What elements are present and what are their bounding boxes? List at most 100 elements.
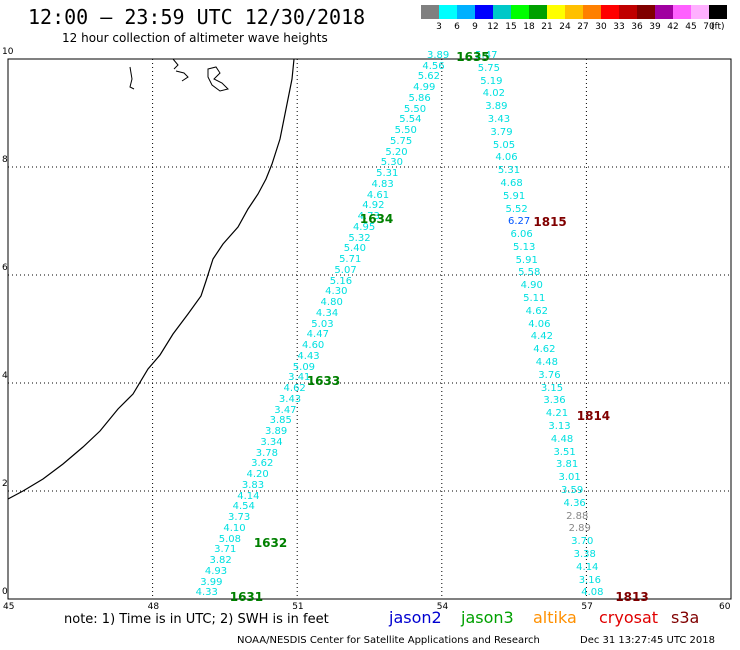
wave-height-value: 5.91 xyxy=(515,254,538,266)
map-canvas xyxy=(7,58,732,600)
pass-label: 1633 xyxy=(306,374,341,388)
wave-height-value: 4.30 xyxy=(325,286,348,298)
wave-height-value: 2.89 xyxy=(568,523,591,535)
wave-height-value: 5.32 xyxy=(348,232,371,244)
wave-height-value: 3.34 xyxy=(260,436,283,448)
colorbar-label: 9 xyxy=(472,22,478,32)
wave-height-value: 4.14 xyxy=(576,561,599,573)
colorbar-swatch xyxy=(457,5,475,19)
wave-height-value: 5.86 xyxy=(408,92,431,104)
wave-height-value: 5.52 xyxy=(505,203,528,215)
wave-height-value: 4.90 xyxy=(520,280,543,292)
colorbar-label: 18 xyxy=(523,22,535,32)
wave-height-value: 3.59 xyxy=(561,484,584,496)
wave-height-value: 3.71 xyxy=(214,544,237,556)
colorbar-swatch xyxy=(493,5,511,19)
colorbar-label: 27 xyxy=(577,22,589,32)
wave-height-value: 4.95 xyxy=(352,221,376,233)
wave-height-value: 5.75 xyxy=(389,135,413,147)
y-tick-label: 8 xyxy=(2,155,8,165)
wave-height-value: 4.43 xyxy=(297,350,320,362)
wave-height-value: 4.08 xyxy=(581,587,604,599)
wave-height-value: 4.33 xyxy=(195,587,218,599)
x-tick-label: 45 xyxy=(3,602,15,612)
pass-label: 1634 xyxy=(359,212,394,226)
wave-height-value: 3.13 xyxy=(548,420,571,432)
wave-height-value: 5.07 xyxy=(334,264,357,276)
wave-height-value: 4.80 xyxy=(320,297,343,309)
wave-height-value: 5.03 xyxy=(311,318,334,330)
y-tick-label: 10 xyxy=(2,47,14,57)
wave-height-value: 4.93 xyxy=(204,565,228,577)
colorbar-label: 42 xyxy=(667,22,679,32)
credit-line: NOAA/NESDIS Center for Satellite Applica… xyxy=(237,635,540,646)
wave-height-value: 3.78 xyxy=(255,447,279,459)
pass-label: 1632 xyxy=(253,536,288,550)
pass-label: 1815 xyxy=(533,214,567,229)
footer-note: note: 1) Time is in UTC; 2) SWH is in fe… xyxy=(64,612,329,627)
y-tick-label: 0 xyxy=(2,587,8,597)
wave-height-value: 3.83 xyxy=(241,479,265,491)
wave-height-value: 3.89 xyxy=(426,50,450,61)
wave-height-value: 5.54 xyxy=(399,114,422,126)
wave-height-value: 3.15 xyxy=(540,382,564,394)
colorbar-swatch xyxy=(691,5,709,19)
wave-height-value: 5.71 xyxy=(339,254,362,266)
colorbar-swatch xyxy=(655,5,673,19)
wave-height-value: 6.06 xyxy=(510,229,533,241)
wave-height-value: 3.79 xyxy=(490,126,513,138)
x-tick-label: 57 xyxy=(581,602,593,612)
wave-height-value: 5.30 xyxy=(380,157,403,169)
colorbar-swatch xyxy=(637,5,655,19)
page-title: 12:00 – 23:59 UTC 12/30/2018 xyxy=(28,5,366,29)
wave-height-value: 3.01 xyxy=(558,472,581,484)
wave-height-value: 4.92 xyxy=(362,200,385,212)
x-tick-label: 60 xyxy=(719,602,731,612)
wave-height-value: 5.62 xyxy=(417,71,440,83)
wave-height-value: 3.89 xyxy=(265,426,288,438)
wave-height-value: 5.91 xyxy=(502,190,526,202)
coastline xyxy=(7,58,295,500)
wave-height-value: 3.82 xyxy=(209,555,232,567)
colorbar-label: 30 xyxy=(595,22,607,32)
wave-height-value: 5.11 xyxy=(523,293,546,305)
wave-height-value: 4.62 xyxy=(533,344,556,356)
colorbar-swatch xyxy=(511,5,529,19)
wave-height-value: 2.88 xyxy=(566,510,589,522)
wave-height-value: 3.62 xyxy=(251,458,274,470)
wave-height-value: 6.27 xyxy=(508,216,531,228)
pass-label: 1631 xyxy=(229,590,264,604)
satellite-jason2: jason2 xyxy=(389,608,442,627)
x-tick-label: 48 xyxy=(147,602,160,612)
wave-height-value: 4.56 xyxy=(422,60,445,72)
colorbar-label: 33 xyxy=(613,22,625,32)
wave-height-value: 4.54 xyxy=(232,501,255,513)
wave-height-value: 3.36 xyxy=(543,395,566,407)
wave-height-value: 4.48 xyxy=(535,357,559,369)
colorbar-label: 70 xyxy=(703,22,715,32)
wave-height-value: 5.13 xyxy=(513,241,536,253)
map-plot: 45 48 51 54 57 60 0 2 4 6 8 10 4.33 3.99 4.93 3.82 3.71 5… xyxy=(2,47,732,612)
y-tick-label: 6 xyxy=(2,263,8,273)
colorbar-swatch xyxy=(547,5,565,19)
wave-height-value: 4.36 xyxy=(563,497,586,509)
colorbar-swatch xyxy=(709,5,727,19)
colorbar-swatch xyxy=(439,5,457,19)
wave-height-value: 4.62 xyxy=(283,383,306,395)
wave-height-value: 5.09 xyxy=(292,361,316,373)
wave-height-value: 5.16 xyxy=(329,275,353,287)
wave-height-value: 4.83 xyxy=(371,178,394,190)
wave-height-value: 4.02 xyxy=(482,88,506,100)
wave-height-value: 4.21 xyxy=(545,408,569,420)
colorbar-swatch xyxy=(583,5,601,19)
page-subtitle: 12 hour collection of altimeter wave hei… xyxy=(62,31,328,45)
satellite-jason3: jason3 xyxy=(461,608,514,627)
colorbar-swatch xyxy=(475,5,493,19)
pass-label: 1813 xyxy=(615,590,649,604)
wave-height-value: 4.60 xyxy=(302,340,325,352)
wave-height-value: 3.85 xyxy=(269,415,292,427)
wave-height-value: 4.62 xyxy=(525,305,548,317)
wave-height-value: 3.51 xyxy=(553,446,576,458)
colorbar-label: 45 xyxy=(685,22,697,32)
colorbar-swatch xyxy=(421,5,439,19)
